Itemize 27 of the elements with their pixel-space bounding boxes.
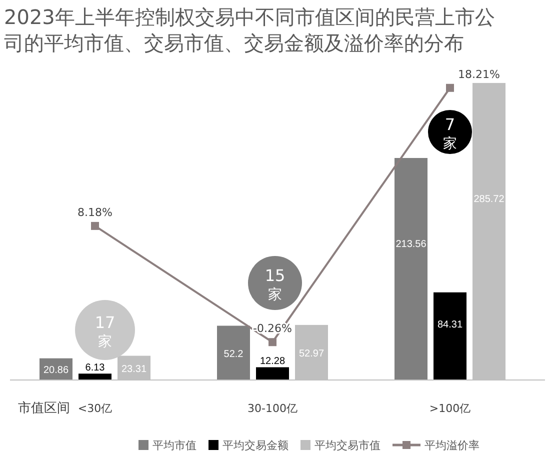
bar: [434, 292, 466, 380]
data-label: 285.72: [474, 194, 505, 205]
data-label: 20.86: [43, 365, 69, 376]
x-tick-label: <30亿: [78, 402, 112, 415]
data-label: 52.2: [224, 348, 244, 360]
annotation: 15家: [264, 266, 286, 303]
bar: [256, 367, 289, 380]
legend-label: 平均交易市值: [314, 439, 380, 452]
data-label: 8.18%: [78, 206, 112, 219]
bar: [394, 158, 428, 380]
legend-label: 平均交易金额: [222, 439, 288, 452]
data-label: 52.97: [298, 348, 324, 360]
x-axis-title: 市值区间: [18, 401, 70, 416]
bar: [217, 326, 250, 380]
data-label: 18.21%: [458, 68, 500, 81]
data-label: 6.13: [85, 362, 106, 374]
data-label: 213.56: [396, 238, 427, 250]
chart-title: 2023年上半年控制权交易中不同市值区间的民营上市公司的平均市值、交易市值、交易金额及溢价率的分布: [4, 5, 495, 55]
x-tick-label: 30-100亿: [248, 402, 298, 415]
data-label: 12.28: [260, 356, 286, 368]
data-label: 23.31: [121, 364, 147, 375]
x-tick-label: >100亿: [429, 402, 471, 415]
legend-label: 平均市值: [152, 439, 196, 452]
legend-label: 平均溢价率: [424, 439, 480, 452]
bar: [78, 374, 112, 380]
data-label: 84.31: [437, 319, 463, 330]
annotation: 7家: [443, 115, 457, 152]
